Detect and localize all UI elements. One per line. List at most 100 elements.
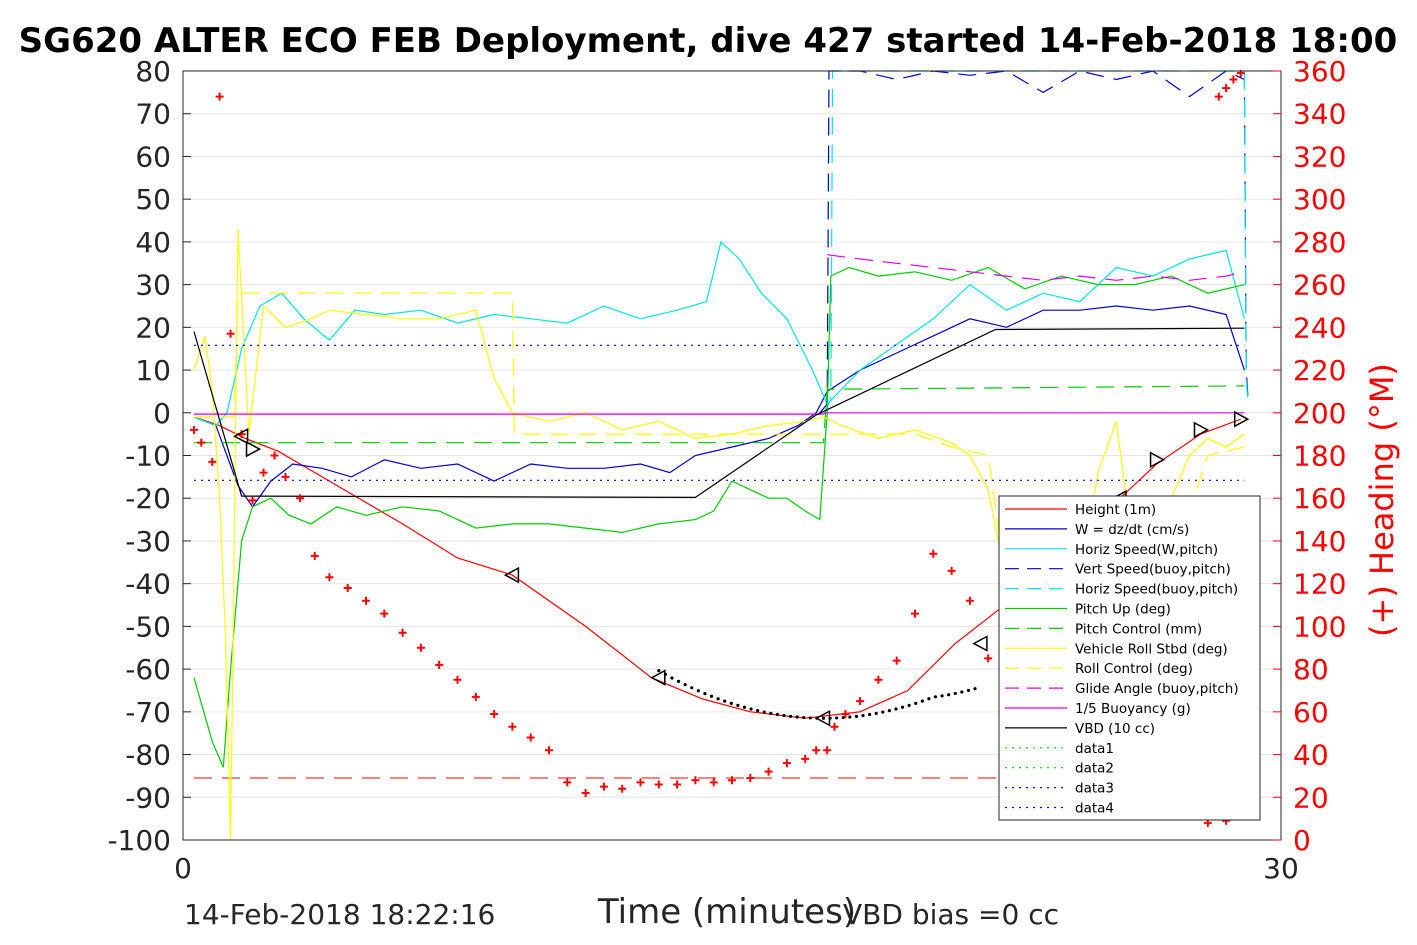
heading-marker (947, 566, 956, 575)
heading-marker (248, 496, 257, 505)
trajectory-dot (953, 691, 957, 696)
heading-marker (310, 551, 319, 560)
heading-marker (380, 609, 389, 618)
y2-tick-label: 220 (1293, 354, 1346, 387)
series-line-5 (193, 266, 1245, 768)
trajectory-dot (696, 689, 700, 693)
heading-marker (1236, 70, 1245, 78)
y-tick-label: 20 (135, 311, 171, 344)
legend-label: Pitch Control (mm) (1075, 621, 1202, 637)
trajectory-dot (868, 712, 872, 717)
series-line-10 (194, 412, 1245, 415)
series-line-2 (193, 240, 1245, 427)
legend-label: data4 (1075, 801, 1114, 817)
heading-marker (636, 778, 645, 787)
heading-marker (856, 697, 865, 706)
heading-marker (398, 628, 407, 637)
trajectory-dot (854, 714, 859, 718)
y2-tick-label: 160 (1293, 482, 1346, 515)
x-axis-label: Time (minutes) (597, 892, 856, 932)
heading-marker (471, 692, 480, 701)
legend-label: Vehicle Roll Stbd (deg) (1075, 641, 1228, 657)
triangle-marker (1233, 410, 1250, 428)
legend-label: Horiz Speed(W,pitch) (1075, 542, 1218, 558)
y2-tick-label: 240 (1293, 311, 1346, 344)
trajectory-dot (782, 713, 786, 718)
heading-marker (362, 596, 370, 605)
trajectory-dot (716, 697, 720, 701)
y2-tick-label: 80 (1293, 653, 1329, 686)
legend-label: Height (1m) (1075, 502, 1156, 518)
heading-marker (691, 776, 700, 785)
trajectory-dot (907, 703, 911, 707)
heading-marker (226, 329, 235, 338)
y-tick-label: 80 (135, 55, 171, 88)
triangle-marker (245, 440, 262, 458)
legend-label: VBD (10 cc) (1075, 721, 1155, 737)
heading-marker (281, 472, 290, 481)
heading-marker (296, 494, 305, 503)
y2-tick-label: 360 (1293, 55, 1346, 88)
y-tick-label: -50 (125, 610, 171, 643)
heading-marker (830, 722, 839, 731)
series-line-11 (193, 327, 1245, 499)
legend-label: data1 (1075, 741, 1114, 757)
heading-marker (823, 746, 832, 755)
heading-marker (874, 675, 883, 684)
x-tick-label: 0 (174, 852, 192, 885)
trajectory-dot (670, 676, 674, 680)
x-tick-label: 30 (1263, 852, 1299, 885)
trajectory-dot (676, 679, 681, 683)
y2-tick-label: 40 (1293, 739, 1329, 772)
y2-axis-label: (+) Heading (°M) (1363, 363, 1401, 637)
y-tick-label: 60 (135, 140, 171, 173)
y2-tick-label: 300 (1293, 183, 1346, 216)
trajectory-dot (940, 694, 944, 698)
heading-marker (563, 778, 572, 787)
y2-tick-label: 20 (1293, 781, 1329, 814)
y2-tick-label: 100 (1293, 610, 1346, 643)
trajectory-dot (775, 712, 779, 717)
heading-marker (746, 774, 755, 783)
heading-marker (764, 767, 773, 776)
series-line-1 (193, 305, 1245, 508)
y2-tick-label: 340 (1293, 98, 1346, 131)
trajectory-dot (947, 693, 951, 697)
y-tick-label: -40 (125, 568, 171, 601)
trajectory-dot (683, 683, 687, 687)
heading-marker (208, 457, 217, 466)
heading-marker (1222, 84, 1231, 93)
heading-marker (189, 425, 198, 434)
trajectory-dot (835, 716, 839, 720)
y-tick-label: -20 (125, 482, 171, 515)
heading-marker (782, 759, 791, 768)
timestamp-label: 14-Feb-2018 18:22:16 (184, 898, 496, 931)
heading-marker (508, 722, 517, 731)
trajectory-dot (914, 701, 918, 705)
heading-marker (416, 643, 425, 652)
series-line-8 (194, 292, 1245, 585)
trajectory-dot (729, 701, 733, 705)
trajectory-dot (808, 716, 812, 720)
heading-marker (259, 468, 268, 477)
trajectory-dot (723, 699, 727, 703)
heading-marker (453, 675, 462, 684)
legend-box (998, 495, 1261, 821)
y2-tick-label: 120 (1293, 568, 1346, 601)
series-line-9 (827, 254, 1245, 281)
triangle-marker (972, 635, 988, 652)
y-tick-label: -70 (125, 696, 171, 729)
heading-marker (1214, 92, 1223, 101)
y-tick-label: 0 (153, 397, 171, 430)
heading-marker (343, 583, 352, 592)
y-tick-label: 10 (135, 354, 171, 387)
y2-tick-label: 280 (1293, 226, 1346, 259)
heading-marker (812, 746, 821, 755)
y-tick-label: -60 (125, 653, 171, 686)
y-tick-label: -10 (125, 440, 171, 473)
heading-marker (654, 780, 663, 789)
trajectory-dot (966, 688, 971, 693)
trajectory-dot (703, 691, 707, 696)
trajectory-dot (881, 710, 885, 714)
trajectory-dot (960, 690, 964, 694)
